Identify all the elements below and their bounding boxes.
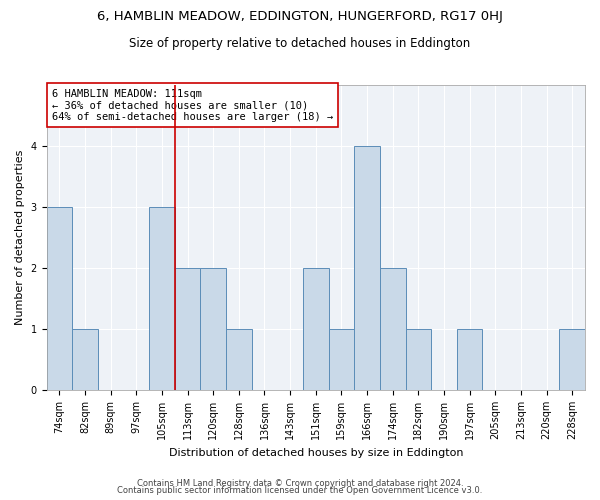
Bar [457, 329, 482, 390]
X-axis label: Distribution of detached houses by size in Eddington: Distribution of detached houses by size … [169, 448, 463, 458]
Bar [303, 268, 329, 390]
Text: Contains public sector information licensed under the Open Government Licence v3: Contains public sector information licen… [118, 486, 482, 495]
Bar [329, 329, 354, 390]
Text: 6, HAMBLIN MEADOW, EDDINGTON, HUNGERFORD, RG17 0HJ: 6, HAMBLIN MEADOW, EDDINGTON, HUNGERFORD… [97, 10, 503, 23]
Bar [226, 329, 251, 390]
Bar [380, 268, 406, 390]
Text: Contains HM Land Registry data © Crown copyright and database right 2024.: Contains HM Land Registry data © Crown c… [137, 478, 463, 488]
Y-axis label: Number of detached properties: Number of detached properties [15, 150, 25, 326]
Bar [406, 329, 431, 390]
Text: Size of property relative to detached houses in Eddington: Size of property relative to detached ho… [130, 38, 470, 51]
Bar [47, 208, 72, 390]
Bar [72, 329, 98, 390]
Bar [200, 268, 226, 390]
Bar [559, 329, 585, 390]
Bar [354, 146, 380, 390]
Bar [149, 208, 175, 390]
Text: 6 HAMBLIN MEADOW: 111sqm
← 36% of detached houses are smaller (10)
64% of semi-d: 6 HAMBLIN MEADOW: 111sqm ← 36% of detach… [52, 88, 333, 122]
Bar [175, 268, 200, 390]
